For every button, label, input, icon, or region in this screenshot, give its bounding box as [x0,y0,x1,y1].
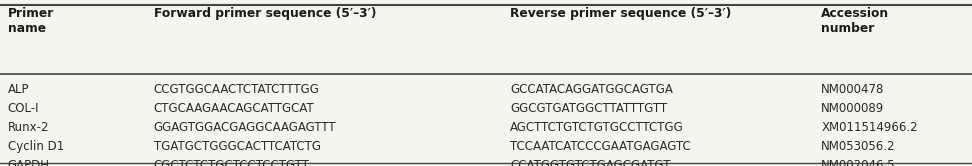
Text: CCGTGGCAACTCTATCTTTGG: CCGTGGCAACTCTATCTTTGG [154,83,320,96]
Text: GGAGTGGACGAGGCAAGAGTTT: GGAGTGGACGAGGCAAGAGTTT [154,121,336,134]
Text: AGCTTCTGTCTGTGCCTTCTGG: AGCTTCTGTCTGTGCCTTCTGG [510,121,684,134]
Text: NM000478: NM000478 [821,83,885,96]
Text: Accession
number: Accession number [821,7,889,35]
Text: CTGCAAGAACAGCATTGCAT: CTGCAAGAACAGCATTGCAT [154,102,314,115]
Text: Runx-2: Runx-2 [8,121,50,134]
Text: GGCGTGATGGCTTATTTGTT: GGCGTGATGGCTTATTTGTT [510,102,668,115]
Text: COL-I: COL-I [8,102,39,115]
Text: NM002046.5: NM002046.5 [821,159,896,166]
Text: CCATGGTGTCTGAGCGATGT: CCATGGTGTCTGAGCGATGT [510,159,671,166]
Text: NM053056.2: NM053056.2 [821,140,896,153]
Text: XM011514966.2: XM011514966.2 [821,121,918,134]
Text: CGCTCTCTGCTCCTCCTGTT: CGCTCTCTGCTCCTCCTGTT [154,159,309,166]
Text: Primer
name: Primer name [8,7,54,35]
Text: GAPDH: GAPDH [8,159,50,166]
Text: ALP: ALP [8,83,29,96]
Text: TCCAATCATCCCGAATGAGAGTC: TCCAATCATCCCGAATGAGAGTC [510,140,691,153]
Text: GCCATACAGGATGGCAGTGA: GCCATACAGGATGGCAGTGA [510,83,674,96]
Text: Cyclin D1: Cyclin D1 [8,140,64,153]
Text: NM000089: NM000089 [821,102,885,115]
Text: TGATGCTGGGCACTTCATCTG: TGATGCTGGGCACTTCATCTG [154,140,321,153]
Text: Reverse primer sequence (5′–3′): Reverse primer sequence (5′–3′) [510,7,732,20]
Text: Forward primer sequence (5′–3′): Forward primer sequence (5′–3′) [154,7,376,20]
